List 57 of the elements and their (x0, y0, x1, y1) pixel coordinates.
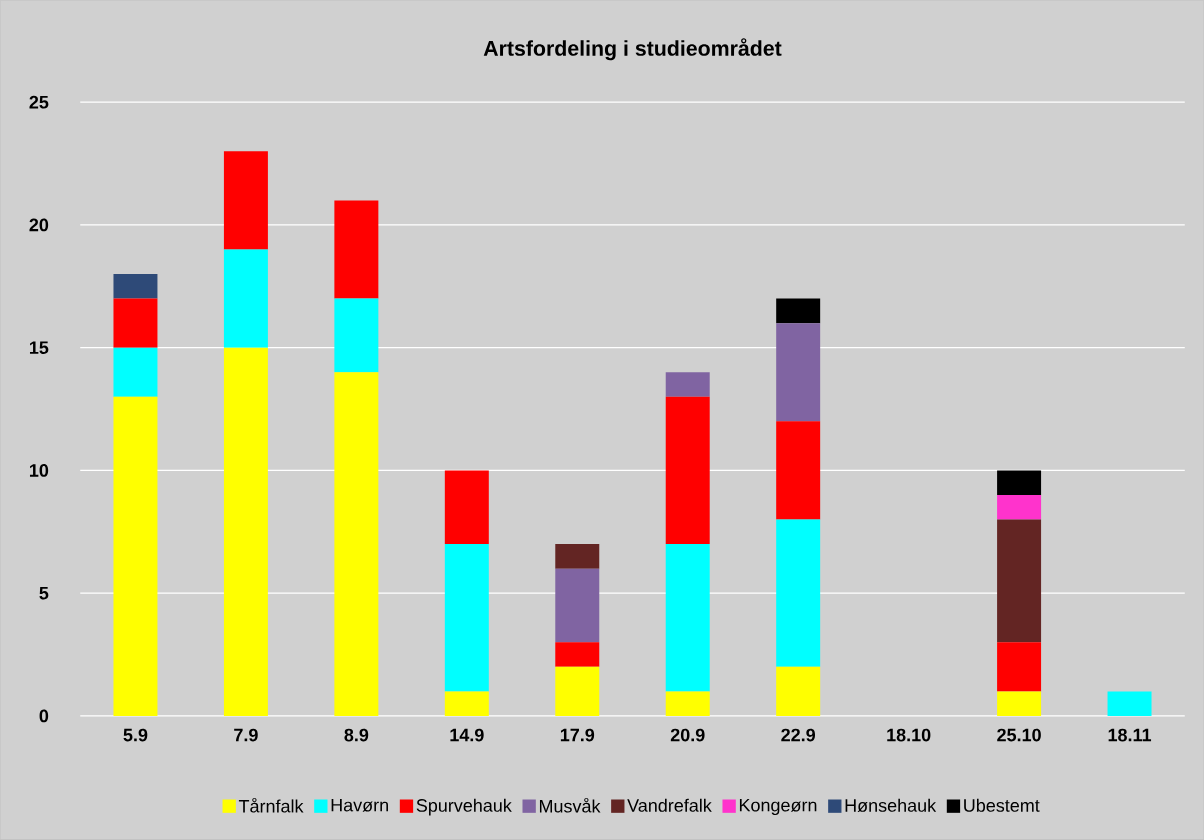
bar (997, 642, 1042, 692)
y-tick-label: 0 (39, 709, 49, 723)
legend-label: Ubestemt (964, 798, 1040, 812)
x-tick-label: 20.9 (670, 728, 705, 742)
x-tick-label: 7.9 (234, 728, 258, 742)
x-tick-label: 17.9 (560, 728, 595, 742)
bar (776, 298, 821, 324)
bar (555, 544, 600, 569)
bar (444, 691, 489, 716)
bar (444, 544, 489, 692)
bar (997, 519, 1042, 643)
bar (444, 470, 489, 545)
bar (555, 568, 600, 643)
legend-label: Tårnfalk (238, 797, 304, 813)
legend-label: Spurvehauk (416, 798, 512, 816)
bar (776, 323, 821, 422)
y-tick-label: 25 (29, 95, 49, 109)
x-tick-label: 8.9 (344, 728, 369, 742)
legend-label: Musvåk (539, 797, 601, 813)
bar (665, 396, 710, 545)
bar (113, 273, 158, 299)
legend-label: Kongeørn (739, 798, 817, 816)
bar (334, 298, 379, 373)
bar (555, 666, 600, 716)
legend-label: Vandrefalk (627, 798, 712, 812)
bar (113, 396, 158, 716)
bar (334, 200, 379, 299)
bar (997, 691, 1042, 716)
legend-label: Hønsehauk (845, 798, 937, 812)
y-tick-label: 10 (29, 464, 49, 477)
x-tick-label: 25.10 (997, 728, 1041, 742)
bar (776, 519, 821, 667)
bar (223, 151, 268, 250)
x-tick-label: 18.10 (887, 728, 931, 742)
x-tick-label: 14.9 (450, 728, 484, 742)
bar (776, 666, 821, 716)
chart-title: Artsfordeling i studieområdet (483, 38, 782, 61)
bar (665, 544, 710, 692)
bar (223, 347, 268, 716)
bar (665, 691, 710, 716)
bar (665, 372, 710, 397)
bar (997, 494, 1042, 520)
bar (113, 347, 158, 397)
bar (555, 642, 600, 667)
y-tick-label: 20 (29, 218, 49, 232)
bar (334, 372, 379, 716)
legend-label: Havørn (331, 798, 388, 812)
x-tick-label: 22.9 (781, 728, 816, 742)
bar (776, 421, 821, 520)
y-tick-label: 15 (29, 341, 49, 354)
bar (1107, 691, 1152, 716)
x-tick-label: 18.11 (1108, 728, 1152, 742)
y-tick-label: 5 (39, 586, 49, 600)
bar (997, 470, 1042, 495)
bar (223, 249, 268, 348)
bar (113, 298, 158, 348)
x-tick-label: 5.9 (123, 728, 148, 742)
